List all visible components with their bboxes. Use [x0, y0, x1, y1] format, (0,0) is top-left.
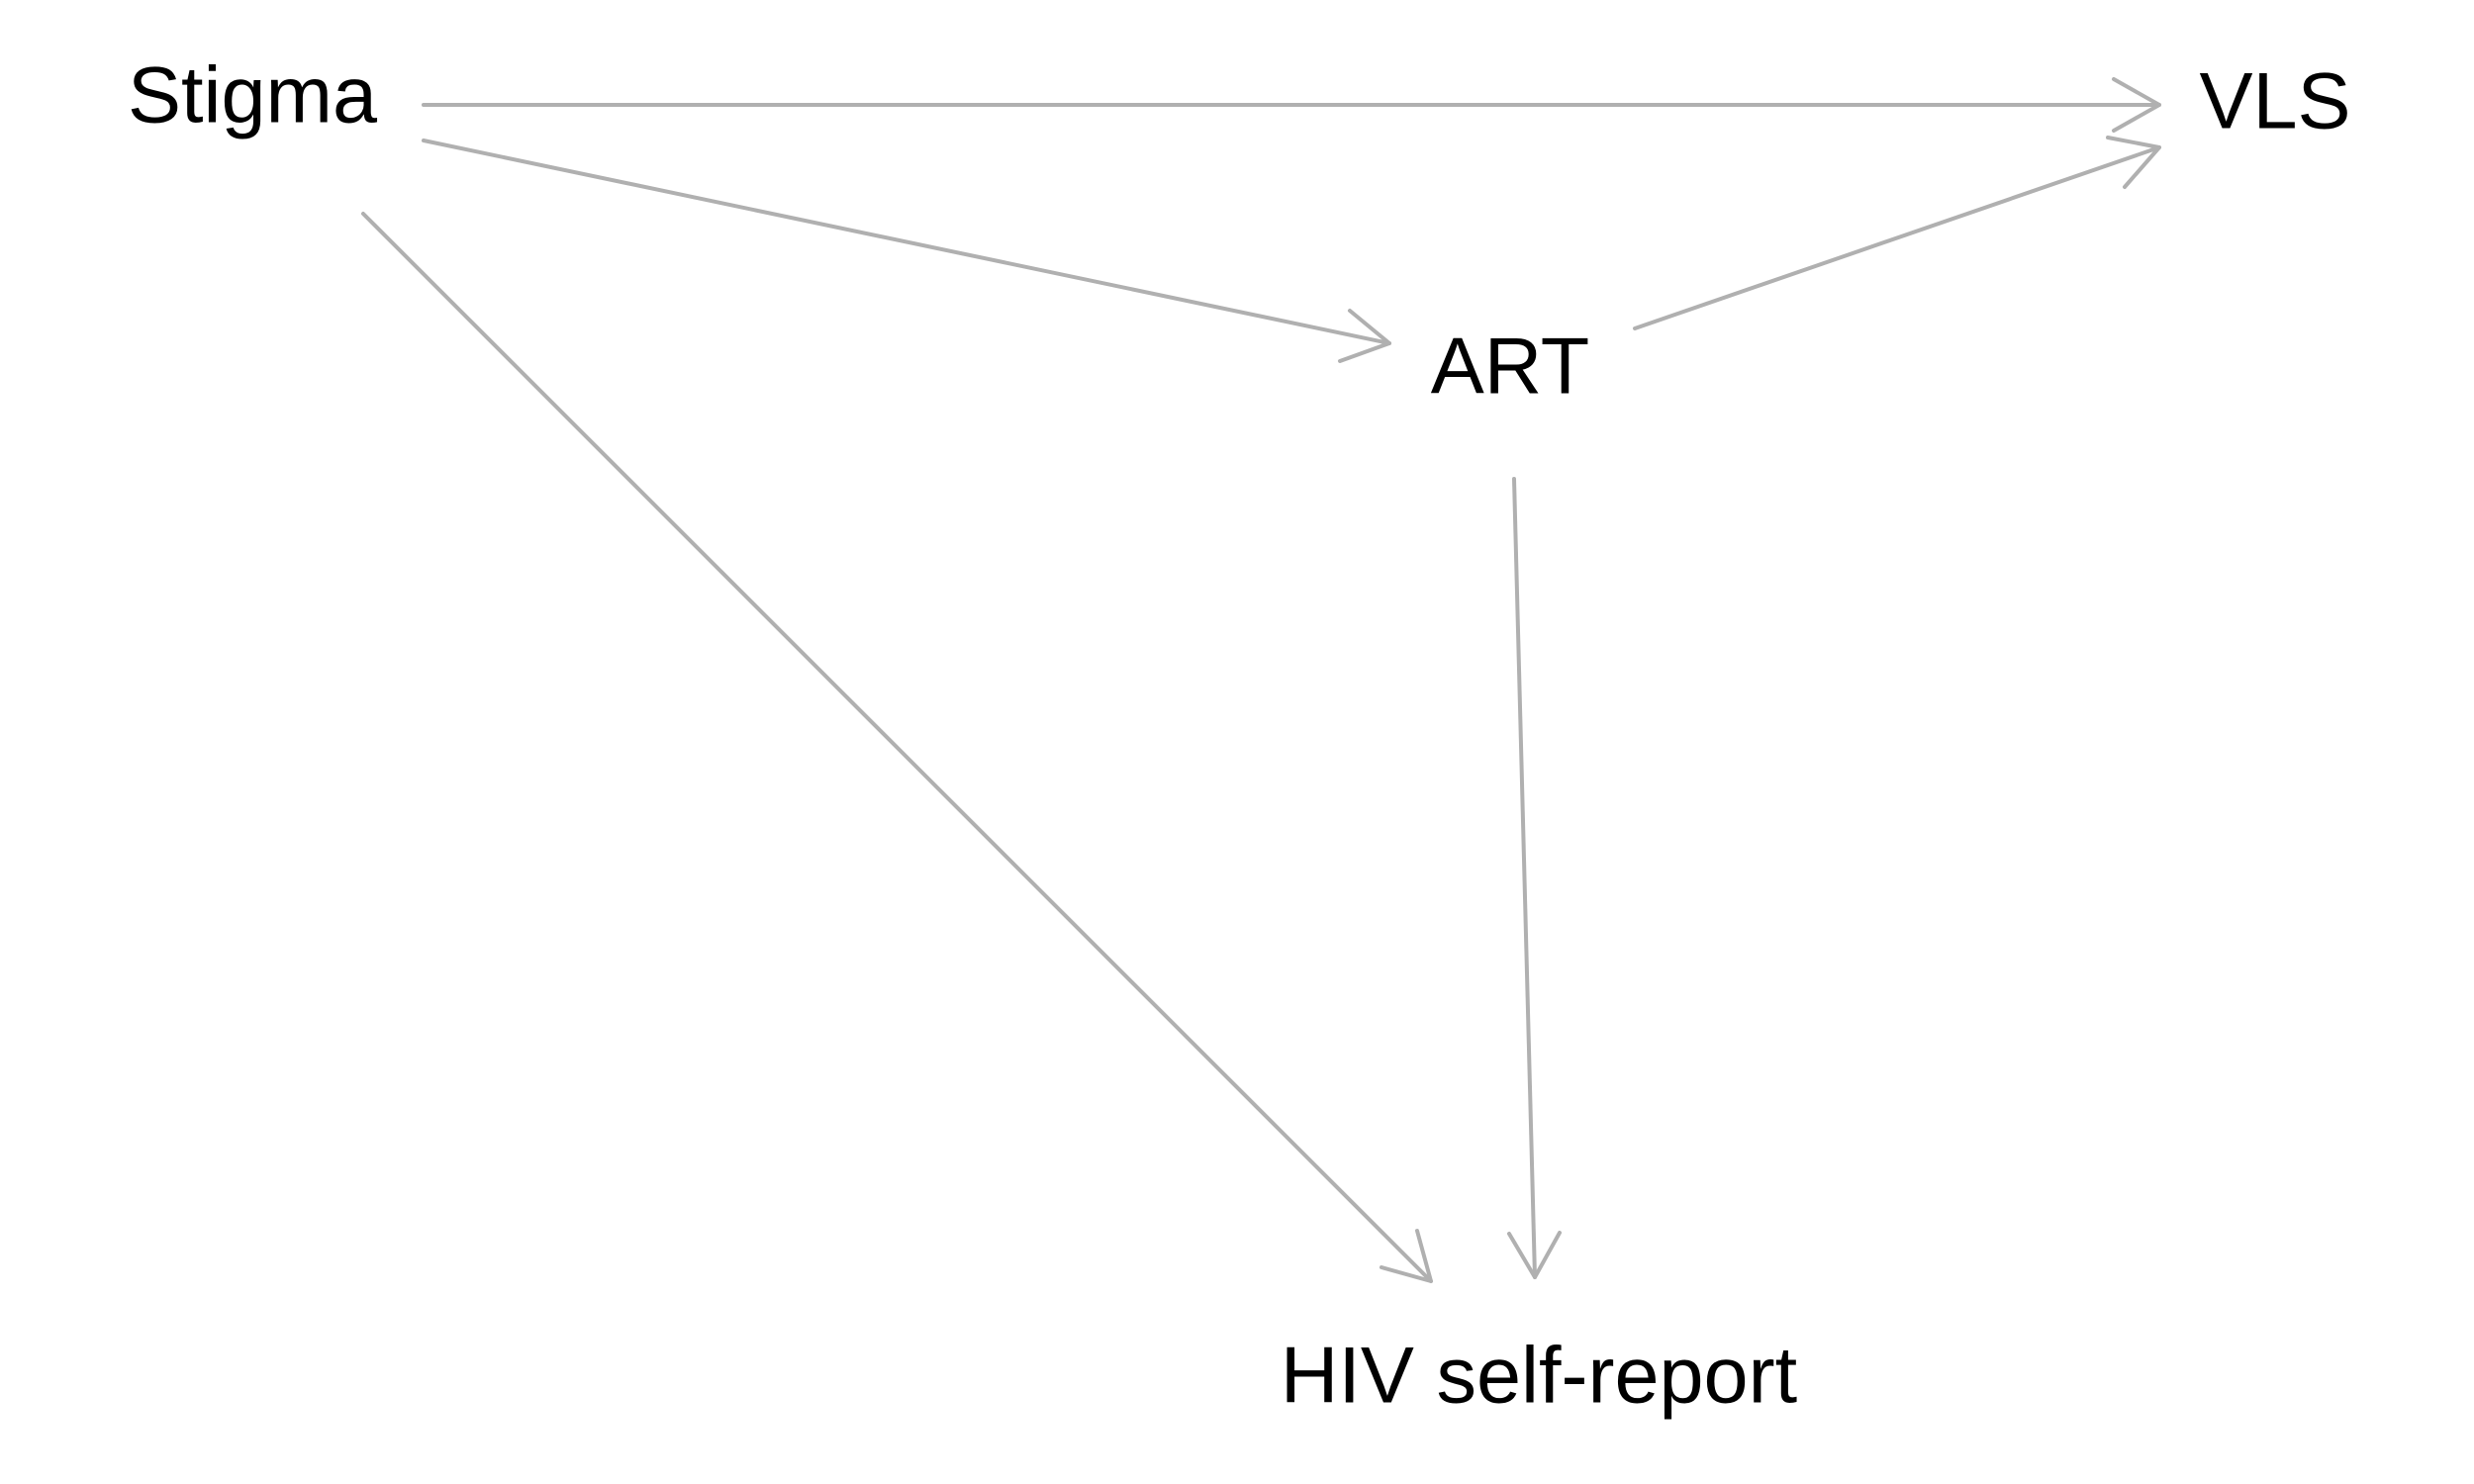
edge-stigma-to-hiv-self-report	[361, 212, 1433, 1283]
node-vls: VLS	[2199, 56, 2350, 145]
node-stigma: Stigma	[128, 50, 378, 139]
edge-stigma-to-vls	[422, 77, 2161, 133]
arrowhead-icon	[1338, 309, 1391, 363]
edge-art-to-hiv-self-report	[1507, 477, 1562, 1279]
arrowhead-icon	[1507, 1231, 1562, 1279]
node-art: ART	[1431, 322, 1590, 411]
edge-art-to-vls	[1633, 136, 2161, 330]
arrowhead-icon	[2112, 77, 2161, 133]
node-hiv-self-report: HIV self-report	[1281, 1331, 1797, 1420]
arrowhead-icon	[2106, 136, 2161, 189]
arrowhead-icon	[1380, 1229, 1433, 1283]
edge-stigma-to-art	[422, 139, 1391, 363]
